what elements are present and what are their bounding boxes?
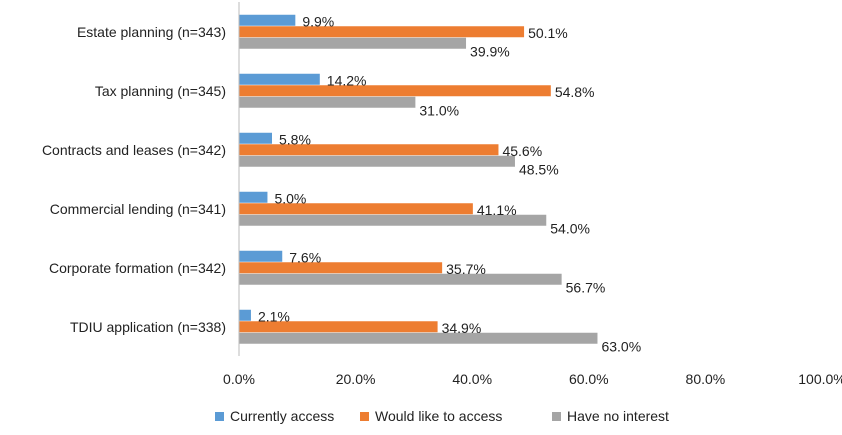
data-label: 5.8%	[279, 131, 311, 147]
data-label: 35.7%	[446, 261, 486, 277]
data-label: 14.2%	[327, 72, 367, 88]
bar	[239, 14, 296, 26]
data-label: 63.0%	[601, 338, 641, 354]
data-label: 2.1%	[258, 308, 290, 324]
legend-swatch	[552, 412, 561, 421]
data-label: 9.9%	[302, 13, 334, 29]
data-label: 54.0%	[550, 220, 590, 236]
category-label: Estate planning (n=343)	[77, 24, 226, 40]
legend-label: Currently access	[230, 408, 334, 424]
bar	[239, 73, 320, 85]
bar	[239, 262, 443, 274]
bar	[239, 144, 499, 156]
x-tick-label: 0.0%	[223, 371, 255, 387]
x-tick-label: 80.0%	[686, 371, 726, 387]
x-tick-label: 40.0%	[452, 371, 492, 387]
category-label: Contracts and leases (n=342)	[42, 142, 226, 158]
bar	[239, 96, 416, 108]
data-label: 45.6%	[502, 143, 542, 159]
bar	[239, 203, 473, 215]
x-tick-label: 60.0%	[569, 371, 609, 387]
data-label: 7.6%	[289, 249, 321, 265]
data-label: 54.8%	[555, 84, 595, 100]
bar	[239, 332, 598, 344]
data-label: 31.0%	[419, 102, 459, 118]
bar	[239, 214, 547, 226]
x-tick-label: 100.0%	[798, 371, 842, 387]
data-label: 34.9%	[442, 320, 482, 336]
bar	[239, 26, 525, 38]
bar	[239, 37, 467, 49]
category-label: Tax planning (n=345)	[95, 83, 226, 99]
legend-label: Would like to access	[375, 408, 502, 424]
bar	[239, 250, 283, 262]
data-label: 56.7%	[566, 279, 606, 295]
bar	[239, 85, 551, 97]
category-label: Corporate formation (n=342)	[49, 260, 226, 276]
bar	[239, 309, 251, 321]
bar	[239, 191, 268, 203]
legend-swatch	[215, 412, 224, 421]
data-label: 5.0%	[274, 190, 306, 206]
data-label: 41.1%	[477, 202, 517, 218]
bar	[239, 132, 273, 144]
bar	[239, 321, 438, 333]
x-tick-label: 20.0%	[336, 371, 376, 387]
data-label: 39.9%	[470, 43, 510, 59]
bar	[239, 155, 515, 167]
category-label: TDIU application (n=338)	[70, 319, 226, 335]
data-label: 50.1%	[528, 25, 568, 41]
data-label: 48.5%	[519, 161, 559, 177]
legend-swatch	[360, 412, 369, 421]
category-label: Commercial lending (n=341)	[50, 201, 226, 217]
bar	[239, 273, 562, 285]
legend-label: Have no interest	[567, 408, 669, 424]
